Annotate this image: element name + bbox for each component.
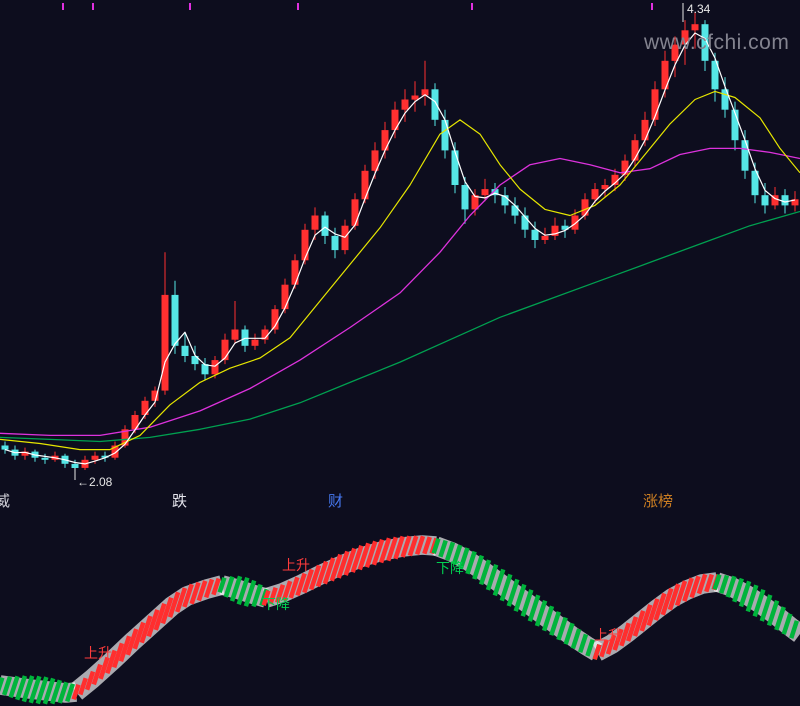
- rise-label: 上升: [282, 557, 310, 573]
- watermark: www.cfchi.com: [644, 31, 790, 54]
- ticker-item-2[interactable]: 财: [328, 493, 344, 510]
- ticker-item-3[interactable]: 涨榜: [643, 493, 674, 510]
- fall-label: 下降: [436, 560, 464, 576]
- rise-label: 上升: [84, 645, 112, 661]
- low-price-label: ←2.08: [77, 475, 113, 489]
- high-price-label: 4.34: [687, 2, 711, 16]
- fall-label: 下降: [262, 596, 290, 612]
- trend-ribbon-layer: [0, 535, 799, 705]
- candlestick-layer: [1, 12, 799, 472]
- rise-label: 上升: [594, 627, 622, 643]
- ribbon-backing-layer: [0, 535, 800, 703]
- moving-average-layer: [0, 32, 800, 465]
- ticker-item-0[interactable]: 威: [0, 493, 11, 510]
- ticker-item-1[interactable]: 跌: [172, 493, 188, 510]
- top-marker-layer: [62, 3, 684, 480]
